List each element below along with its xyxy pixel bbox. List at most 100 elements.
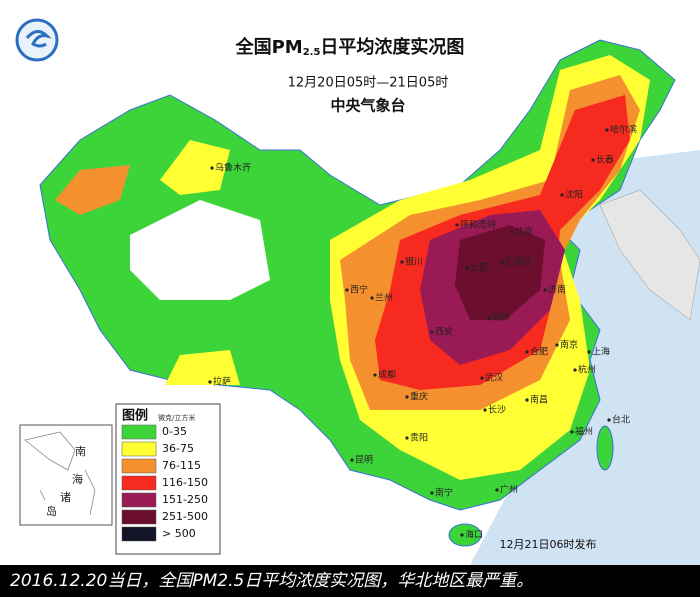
city-dot	[350, 458, 354, 462]
city-dot	[430, 491, 434, 495]
city-label: 长沙	[488, 404, 506, 416]
city-dot	[543, 288, 547, 292]
city-label: 重庆	[410, 391, 428, 403]
neighbor-land	[599, 189, 700, 321]
city-label: 合肥	[530, 346, 548, 358]
city-label: 石家庄	[505, 256, 532, 268]
city-label: 北京	[515, 226, 533, 238]
city-dot	[487, 316, 491, 320]
city-dot	[591, 158, 595, 162]
city-dot	[483, 408, 487, 412]
title-main: 全国PM	[235, 36, 303, 58]
legend-label: 251-500	[162, 510, 208, 523]
city-label: 兰州	[375, 292, 393, 304]
hainan	[448, 523, 482, 547]
city-dot	[370, 296, 374, 300]
city-label: 南京	[560, 339, 578, 351]
legend-swatch	[121, 441, 157, 457]
inset-char: 海	[72, 472, 83, 486]
city-dot	[495, 488, 499, 492]
city-label: 福州	[575, 426, 593, 438]
city-dot	[405, 395, 409, 399]
city-dot	[607, 418, 611, 422]
zone-dark	[455, 225, 545, 320]
title-end: 日平均浓度实况图	[320, 36, 464, 58]
city-dot	[465, 266, 469, 270]
caption: 2016.12.20当日，全国PM2.5日平均浓度实况图，华北地区最严重。	[10, 571, 533, 591]
city-dot	[345, 288, 349, 292]
city-label: 银川	[405, 256, 423, 268]
legend-swatch	[121, 424, 157, 440]
city-label: 成都	[378, 369, 396, 381]
inset-frame	[19, 424, 113, 526]
inset-coast	[24, 431, 96, 516]
city-label: 乌鲁木齐	[215, 162, 251, 174]
title: 全国PM2.5日平均浓度实况图	[235, 36, 465, 58]
legend-label: 76-115	[162, 459, 201, 472]
city-dot	[400, 260, 404, 264]
city-dot	[430, 330, 434, 334]
city-label: 拉萨	[213, 376, 231, 388]
city-dot	[573, 368, 577, 372]
city-label: 南宁	[435, 487, 453, 499]
city-label: 台北	[612, 414, 630, 426]
city-label: 济南	[548, 284, 566, 296]
title-sub: 2.5	[303, 47, 321, 58]
caption-band	[0, 565, 700, 597]
city-label: 呼和浩特	[460, 219, 496, 231]
city-label: 长春	[596, 154, 614, 166]
legend-title: 图例	[122, 408, 148, 424]
city-label: 贵阳	[410, 432, 428, 444]
city-label: 哈尔滨	[610, 124, 637, 136]
city-dot	[605, 128, 609, 132]
legend-label: > 500	[162, 527, 196, 540]
zone-yellow	[165, 350, 240, 385]
city-dot	[510, 230, 514, 234]
inset-char: 岛	[46, 504, 57, 518]
city-dot	[570, 430, 574, 434]
city-label: 西安	[435, 326, 453, 338]
city-label: 西宁	[350, 284, 368, 296]
city-dot	[500, 260, 504, 264]
legend-label: 116-150	[162, 476, 208, 489]
city-label: 上海	[592, 346, 610, 358]
city-label: 杭州	[578, 364, 596, 376]
issuer: 中央气象台	[330, 97, 405, 115]
zone-yellow	[160, 140, 230, 195]
period: 12月20日05时—21日05时	[288, 76, 449, 91]
legend: 0-35 36-75 76-115 116-150 151-250 251-500 > 50…	[121, 424, 208, 542]
city-dot	[525, 398, 529, 402]
legend-label: 151-250	[162, 493, 208, 506]
city-dot	[480, 376, 484, 380]
legend-label: 36-75	[162, 442, 194, 455]
no-data-area	[130, 200, 270, 300]
city-dot	[555, 343, 559, 347]
zone-orange	[55, 165, 130, 215]
city-label: 沈阳	[565, 189, 583, 201]
legend-swatch	[121, 475, 157, 491]
city-dot	[560, 193, 564, 197]
city-dot	[373, 373, 377, 377]
city-dot	[208, 380, 212, 384]
city-dot	[405, 436, 409, 440]
legend-swatch	[121, 458, 157, 474]
city-dot	[525, 350, 529, 354]
legend-swatch	[121, 526, 157, 542]
city-label: 广州	[500, 484, 518, 496]
legend-swatch	[121, 509, 157, 525]
legend-swatch	[121, 492, 157, 508]
city-label: 南昌	[530, 394, 548, 406]
city-label: 海口	[465, 529, 483, 541]
city-dot	[460, 533, 464, 537]
inset-char: 南	[75, 445, 86, 458]
inset-char: 诸	[60, 491, 71, 504]
city-dot	[455, 223, 459, 227]
logo-mark	[25, 30, 52, 48]
legend-label: 0-35	[162, 425, 187, 438]
city-dot	[210, 166, 214, 170]
taiwan	[596, 425, 614, 471]
city-dot	[587, 350, 591, 354]
